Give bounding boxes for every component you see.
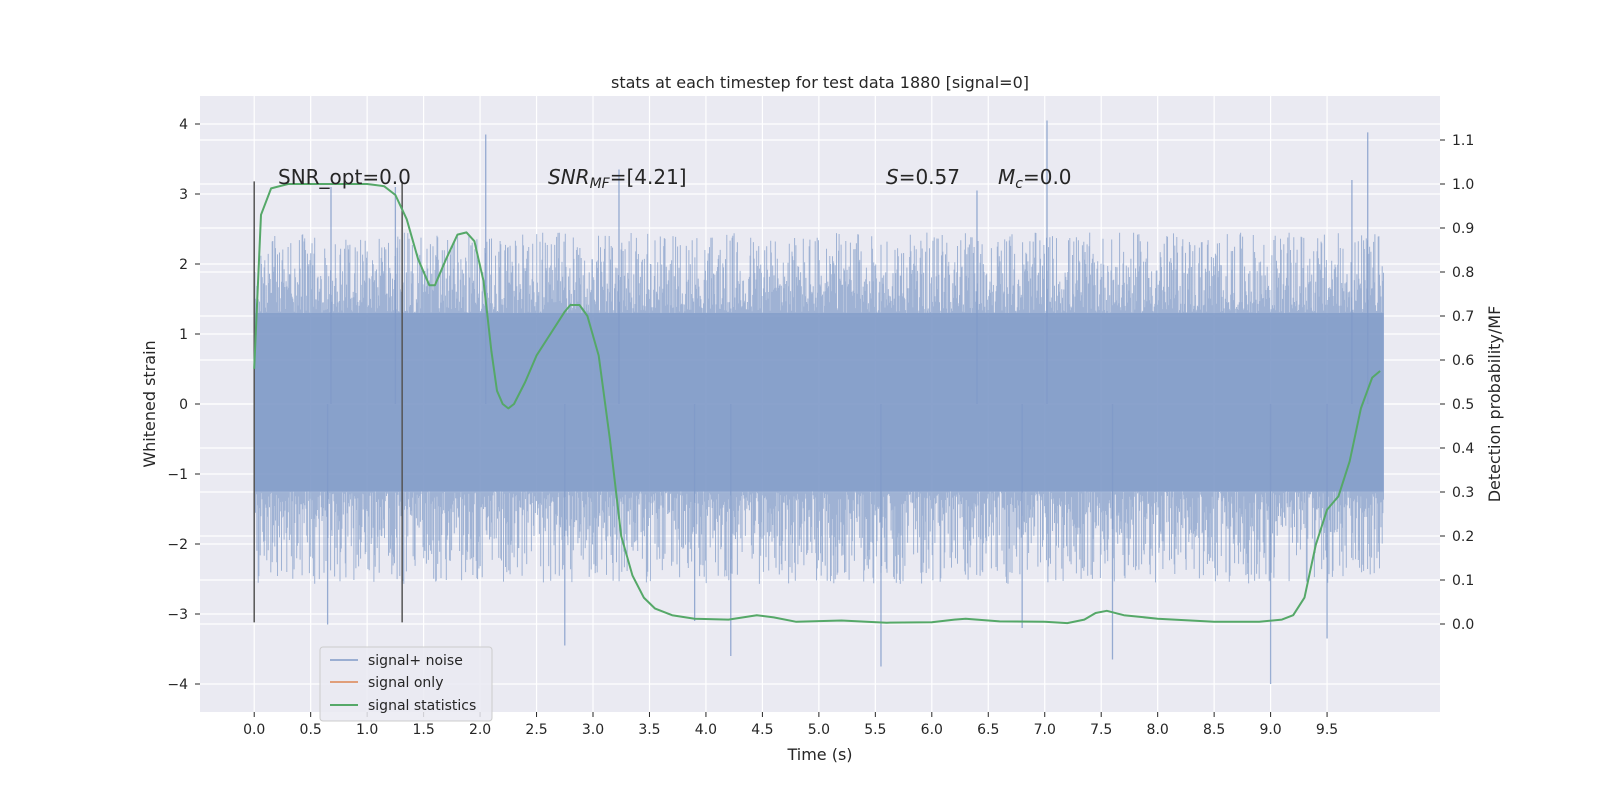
ticks: 0.0 0.5 1.0 1.5 2.0 2.5 3.0 3.5 4.0 4.5 5.0 5.5 6.0 6… bbox=[167, 117, 1474, 738]
x-tick-label: 2.0 bbox=[469, 722, 491, 738]
y-tick-label: −4 bbox=[167, 677, 188, 693]
y-tick-label: 4 bbox=[179, 117, 188, 133]
plot-content bbox=[253, 120, 1384, 684]
y-tick-label: 1 bbox=[179, 327, 188, 343]
y2-tick-label: 1.1 bbox=[1452, 133, 1474, 149]
annotation-snr-mf-main: SNR bbox=[548, 165, 590, 189]
y-tick-label: 2 bbox=[179, 257, 188, 273]
annotation-snr-mf-sub: MF bbox=[590, 176, 611, 192]
annotation-mc-value: =0.0 bbox=[1023, 165, 1072, 189]
x-tick-label: 3.0 bbox=[582, 722, 604, 738]
annotation-snr-mf-value: =[4.21] bbox=[610, 165, 687, 189]
legend-label-signal-noise: signal+ noise bbox=[368, 653, 463, 669]
annotation-s-main: S bbox=[886, 165, 899, 189]
y2-tick-label: 0.7 bbox=[1452, 309, 1474, 325]
chart-title: stats at each timestep for test data 188… bbox=[611, 73, 1029, 92]
x-tick-label: 9.0 bbox=[1259, 722, 1281, 738]
y2-tick-label: 0.6 bbox=[1452, 353, 1474, 369]
x-tick-label: 5.5 bbox=[864, 722, 886, 738]
annotation-s-value: =0.57 bbox=[899, 165, 960, 189]
x-tick-label: 6.0 bbox=[921, 722, 943, 738]
x-tick-label: 6.5 bbox=[977, 722, 999, 738]
x-tick-label: 2.5 bbox=[525, 722, 547, 738]
y2-tick-label: 0.9 bbox=[1452, 221, 1474, 237]
y2-tick-label: 0.2 bbox=[1452, 529, 1474, 545]
y-tick-label: −1 bbox=[167, 467, 188, 483]
x-tick-label: 4.0 bbox=[695, 722, 717, 738]
y2-tick-label: 0.8 bbox=[1452, 265, 1474, 281]
x-axis-label: Time (s) bbox=[786, 745, 852, 764]
y2-tick-label: 0.1 bbox=[1452, 573, 1474, 589]
annotation-s: S=0.57 bbox=[886, 165, 960, 189]
y2-tick-label: 0.5 bbox=[1452, 397, 1474, 413]
x-tick-label: 0.0 bbox=[243, 722, 265, 738]
x-tick-label: 0.5 bbox=[300, 722, 322, 738]
y-tick-label: 3 bbox=[179, 187, 188, 203]
y-axis-label: Whitened strain bbox=[140, 340, 159, 467]
y-tick-label: −2 bbox=[167, 537, 188, 553]
y2-tick-label: 0.3 bbox=[1452, 485, 1474, 501]
x-tick-label: 3.5 bbox=[638, 722, 660, 738]
y2-axis-label: Detection probability/MF bbox=[1485, 306, 1504, 503]
y-tick-label: 0 bbox=[179, 397, 188, 413]
x-tick-label: 9.5 bbox=[1316, 722, 1338, 738]
legend: signal+ noise signal only signal statist… bbox=[319, 646, 493, 722]
x-tick-label: 1.5 bbox=[412, 722, 434, 738]
x-tick-label: 7.0 bbox=[1034, 722, 1056, 738]
y2-tick-label: 0.0 bbox=[1452, 617, 1474, 633]
x-tick-label: 5.0 bbox=[808, 722, 830, 738]
x-tick-label: 1.0 bbox=[356, 722, 378, 738]
series-signal-noise-core bbox=[254, 313, 1384, 492]
annotation-mc-main: M bbox=[998, 165, 1015, 189]
legend-label-signal-only: signal only bbox=[368, 675, 443, 691]
y2-tick-label: 0.4 bbox=[1452, 441, 1474, 457]
y-tick-label: −3 bbox=[167, 607, 188, 623]
x-tick-label: 7.5 bbox=[1090, 722, 1112, 738]
legend-box bbox=[319, 646, 493, 722]
x-tick-label: 8.0 bbox=[1147, 722, 1169, 738]
x-tick-label: 4.5 bbox=[751, 722, 773, 738]
series-signal-statistics-line bbox=[253, 183, 1381, 625]
x-tick-label: 8.5 bbox=[1203, 722, 1225, 738]
y2-tick-label: 1.0 bbox=[1452, 177, 1474, 193]
annotation-mc-sub: c bbox=[1015, 176, 1023, 192]
annotation-snr-mf: SNRMF=[4.21] bbox=[548, 165, 687, 192]
annotation-snr-opt: SNR_opt=0.0 bbox=[278, 165, 411, 189]
annotation-mc: Mc=0.0 bbox=[998, 165, 1072, 192]
legend-label-signal-statistics: signal statistics bbox=[368, 698, 476, 714]
